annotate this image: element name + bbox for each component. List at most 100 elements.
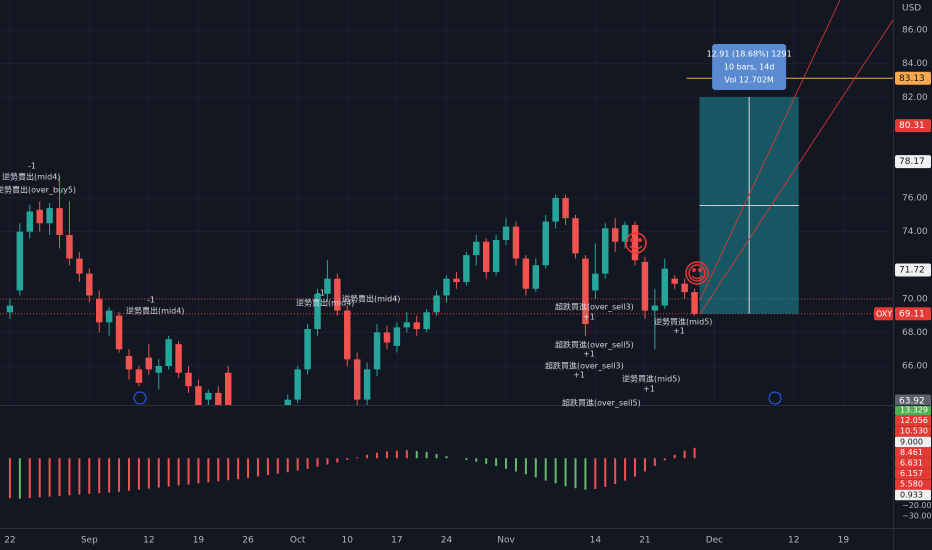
- histogram-bar: [18, 458, 21, 499]
- candle-body: [16, 231, 24, 291]
- histogram-bar: [108, 458, 111, 493]
- candle-body: [433, 295, 440, 313]
- histogram-bar: [634, 458, 637, 477]
- candle-body: [284, 399, 291, 405]
- histogram-bar: [564, 458, 567, 487]
- histogram-bar: [38, 458, 41, 498]
- indicator-label: 6.157: [900, 469, 923, 478]
- candle-body: [671, 278, 678, 284]
- histogram-bar: [604, 458, 607, 487]
- candle-body: [165, 339, 172, 367]
- candle-body: [105, 310, 113, 323]
- histogram-bar: [68, 458, 71, 496]
- y-tick-label: 76.00: [902, 194, 928, 204]
- candle-body: [582, 258, 589, 325]
- price-tag: [895, 71, 931, 85]
- x-tick-label: 26: [242, 536, 254, 546]
- candle-body: [641, 261, 649, 311]
- indicator-label: 8.461: [900, 448, 923, 457]
- candle-body: [572, 218, 579, 254]
- candle-body: [185, 372, 192, 387]
- indicator-tag: [895, 436, 931, 448]
- annotations: -1 逆勢賣出(mid4) 逆勢賣出(over_buy5) -1 逆勢賣出(mi…: [0, 162, 712, 408]
- histogram-bar: [197, 458, 200, 484]
- candle-body: [86, 273, 93, 296]
- candle-body: [145, 357, 153, 370]
- histogram-bar: [316, 458, 319, 467]
- candle-body: [26, 211, 33, 232]
- candle-body: [512, 226, 520, 259]
- annotation: -1: [28, 162, 36, 171]
- candle-body: [492, 240, 500, 272]
- histogram-bar: [247, 458, 250, 478]
- x-tick-label: 22: [4, 536, 15, 546]
- histogram-bar: [485, 458, 488, 464]
- x-tick-label: 21: [639, 536, 650, 546]
- histogram-bar: [326, 458, 329, 465]
- x-tick-label: 14: [590, 536, 602, 546]
- candle-body: [611, 228, 619, 242]
- tooltip-text: 12.91 (18.68%) 1291: [707, 50, 792, 59]
- histogram-bar: [237, 458, 240, 480]
- annotation: 逆勢賣出(mid4): [296, 298, 354, 308]
- symbol-tag: [874, 307, 894, 321]
- annotation: 超跌買進(over_sell3): [545, 361, 624, 371]
- price-tag-label: 78.17: [899, 157, 925, 167]
- candle-body: [115, 315, 123, 350]
- candle-body: [661, 268, 669, 306]
- histogram-bar: [256, 458, 259, 477]
- indicator-label: −30.000: [902, 512, 932, 521]
- candle-body: [621, 224, 629, 242]
- x-tick-label: 19: [193, 536, 205, 546]
- candle-body: [631, 224, 639, 261]
- indicator-label: 13.329: [900, 406, 928, 415]
- indicator-label: 10.530: [900, 427, 928, 436]
- x-tick-label: 12: [788, 536, 799, 546]
- histogram-bar: [376, 452, 379, 459]
- indicator-label: 12.056: [900, 416, 928, 425]
- histogram-bar: [88, 458, 91, 494]
- y-tick-label: 82.00: [902, 93, 928, 103]
- x-tick-label: 24: [441, 536, 453, 546]
- candle-body: [215, 392, 222, 405]
- axes: 66.00 68.00 70.00 74.00 76.00 82.00 84.00 86.00…: [4, 26, 932, 546]
- histogram-bar: [266, 458, 269, 476]
- annotation: 超跌買進(over_sell3): [555, 302, 634, 312]
- histogram-bar: [385, 451, 388, 459]
- y-tick-label: 68.00: [902, 328, 928, 338]
- histogram-bar: [227, 458, 230, 481]
- histogram-bar: [78, 458, 81, 495]
- indicator-tag: [895, 479, 931, 490]
- candle-body: [383, 332, 391, 343]
- histogram-bar: [48, 458, 51, 497]
- x-tick-label: 19: [838, 536, 850, 546]
- histogram-bar: [514, 458, 517, 472]
- candle-body: [552, 198, 559, 222]
- candle-body: [36, 209, 43, 224]
- tooltip-text: Vol 12.702M: [724, 76, 774, 85]
- histogram-bar: [624, 458, 627, 481]
- x-tick-label: 12: [143, 536, 154, 546]
- histogram-bar: [663, 458, 666, 461]
- indicator-tag: [895, 489, 931, 501]
- candle-body: [304, 329, 311, 370]
- histogram-bar: [217, 458, 220, 482]
- candle-body: [66, 235, 73, 259]
- histogram-bar: [643, 458, 646, 472]
- tooltip: [712, 44, 787, 90]
- histogram-bar: [366, 454, 369, 459]
- candle-body: [56, 208, 63, 236]
- price-tag-label: 63.92: [899, 396, 925, 406]
- histogram-bar: [495, 458, 498, 466]
- candle-body: [502, 226, 510, 241]
- annotation: +1: [643, 385, 655, 394]
- histogram-bar: [683, 450, 686, 459]
- histogram-bar: [554, 458, 557, 484]
- price-tag: [895, 394, 931, 408]
- annotation: 逆勢賣出(mid4): [2, 172, 60, 182]
- histogram-bar: [465, 458, 468, 461]
- emoji-icons: [625, 232, 709, 285]
- price-tag: [895, 307, 931, 321]
- candle-body: [681, 283, 688, 293]
